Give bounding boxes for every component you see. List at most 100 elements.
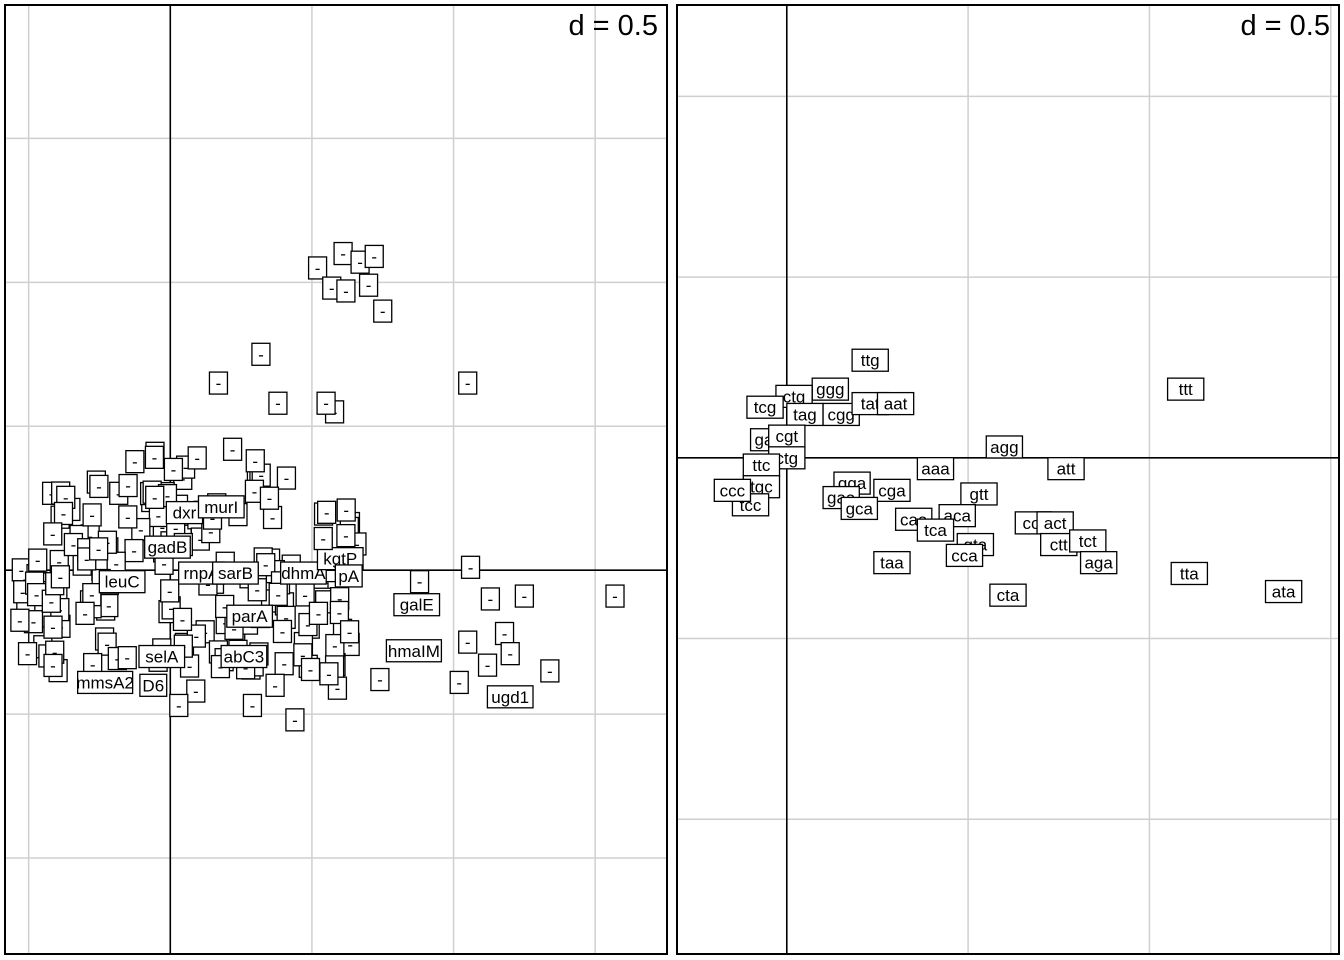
right-point-box: [1264, 579, 1303, 604]
right-point-box: [989, 583, 1027, 607]
left-point-label: -: [460, 555, 481, 579]
left-point-text: -: [96, 477, 102, 496]
left-point-text: -: [96, 540, 102, 559]
left-point-text: -: [48, 592, 54, 611]
right-point-text: taa: [880, 554, 904, 573]
left-point-text: -: [324, 503, 330, 522]
left-point-box: [393, 593, 441, 617]
right-point-text: tcg: [754, 398, 777, 417]
left-point-box: [272, 619, 293, 644]
left-point-text: -: [113, 554, 119, 573]
left-point-text: -: [283, 608, 289, 627]
left-point-box: [458, 630, 478, 654]
left-point-text: -: [161, 554, 167, 573]
right-point-label: tca: [916, 518, 955, 542]
right-grid-scale-label: d = 0.5: [1240, 10, 1331, 42]
left-point-text: -: [502, 624, 508, 643]
right-point-text: ttt: [1179, 380, 1193, 399]
left-point-text: -: [50, 656, 56, 675]
left-point-label: -: [333, 241, 353, 266]
left-point-label: -: [186, 679, 206, 703]
left-point-text: -: [332, 637, 338, 656]
left-point-text: -: [522, 587, 528, 606]
right-point-text: tct: [1079, 532, 1097, 551]
right-point-box: [840, 496, 879, 521]
left-point-label: -: [480, 587, 501, 611]
left-point-label: -: [308, 601, 329, 625]
left-point-box: [82, 503, 102, 527]
left-point-box: [339, 620, 360, 644]
left-point-label: -: [99, 593, 119, 618]
left-point-box: [43, 615, 63, 639]
left-point-text: dxr: [173, 504, 197, 523]
right-point-box: [985, 435, 1024, 459]
left-point-label: -: [276, 466, 297, 490]
left-point-text: -: [315, 259, 321, 278]
right-point-label: tct: [1069, 529, 1107, 553]
right-point-box: [945, 543, 984, 568]
left-point-text: -: [308, 660, 314, 679]
left-point-label: -: [409, 570, 430, 594]
left-point-text: -: [58, 568, 64, 587]
right-point-label: aat: [876, 391, 915, 416]
right-point-text: ata: [1272, 583, 1296, 602]
left-point-text: -: [114, 650, 120, 669]
right-point-box: [873, 550, 911, 575]
left-point-box: [336, 279, 356, 303]
left-point-label: -: [124, 538, 144, 563]
left-point-text: -: [354, 535, 360, 554]
left-point-box: [460, 555, 481, 579]
right-point-label: ctg: [775, 384, 813, 409]
left-point-label: -: [317, 500, 337, 524]
left-point-text: -: [17, 611, 23, 630]
left-point-label: parA: [226, 604, 274, 628]
left-point-label: -: [336, 523, 356, 548]
left-point-label: -: [274, 652, 294, 676]
left-point-box: [118, 473, 138, 498]
left-point-text: -: [231, 619, 237, 638]
left-point-box: [259, 486, 280, 510]
left-point-text: -: [156, 506, 162, 525]
left-point-label: -: [222, 437, 243, 461]
right-point-box: [916, 518, 955, 542]
left-point-text: -: [125, 477, 131, 496]
right-point-label: aaa: [916, 457, 955, 481]
right-point-box: [1170, 561, 1209, 586]
left-point-label: selA: [138, 644, 186, 669]
left-point-label: dhmA: [279, 561, 327, 585]
right-point-text: ttc: [752, 456, 770, 475]
right-point-label: ggg: [811, 377, 850, 401]
left-point-box: [53, 501, 74, 526]
left-point-label: -: [242, 693, 263, 718]
right-point-text: gca: [846, 499, 874, 518]
left-point-label: -: [43, 522, 63, 546]
left-point-box: [316, 391, 336, 415]
left-point-text: -: [131, 542, 137, 561]
left-point-text: murI: [204, 498, 238, 517]
left-point-label: -: [339, 620, 360, 644]
left-point-box: [500, 641, 520, 666]
left-point-label: -: [118, 505, 138, 529]
left-point-text: -: [193, 682, 199, 701]
left-point-label: -: [494, 621, 515, 646]
left-point-text: leuC: [105, 573, 140, 592]
left-point-label: -: [449, 670, 469, 695]
left-point-text: dhmA: [281, 564, 326, 583]
left-point-label: kgtP: [316, 547, 364, 571]
left-grid-scale-label: d = 0.5: [568, 10, 659, 42]
left-point-box: [10, 608, 30, 632]
left-point-text: -: [180, 610, 186, 629]
left-point-box: [251, 342, 271, 366]
right-point-text: tag: [793, 405, 817, 424]
left-point-label: murI: [197, 495, 245, 519]
left-point-box: [211, 561, 259, 585]
left-point-box: [208, 371, 229, 395]
left-point-box: [307, 256, 328, 280]
left-point-text: -: [197, 530, 203, 549]
left-point-text: -: [52, 643, 58, 662]
left-point-text: -: [347, 635, 353, 654]
left-point-box: [514, 584, 535, 608]
left-point-text: -: [343, 527, 349, 546]
right-point-label: gca: [840, 496, 879, 521]
right-point-label: aga: [1079, 550, 1118, 575]
